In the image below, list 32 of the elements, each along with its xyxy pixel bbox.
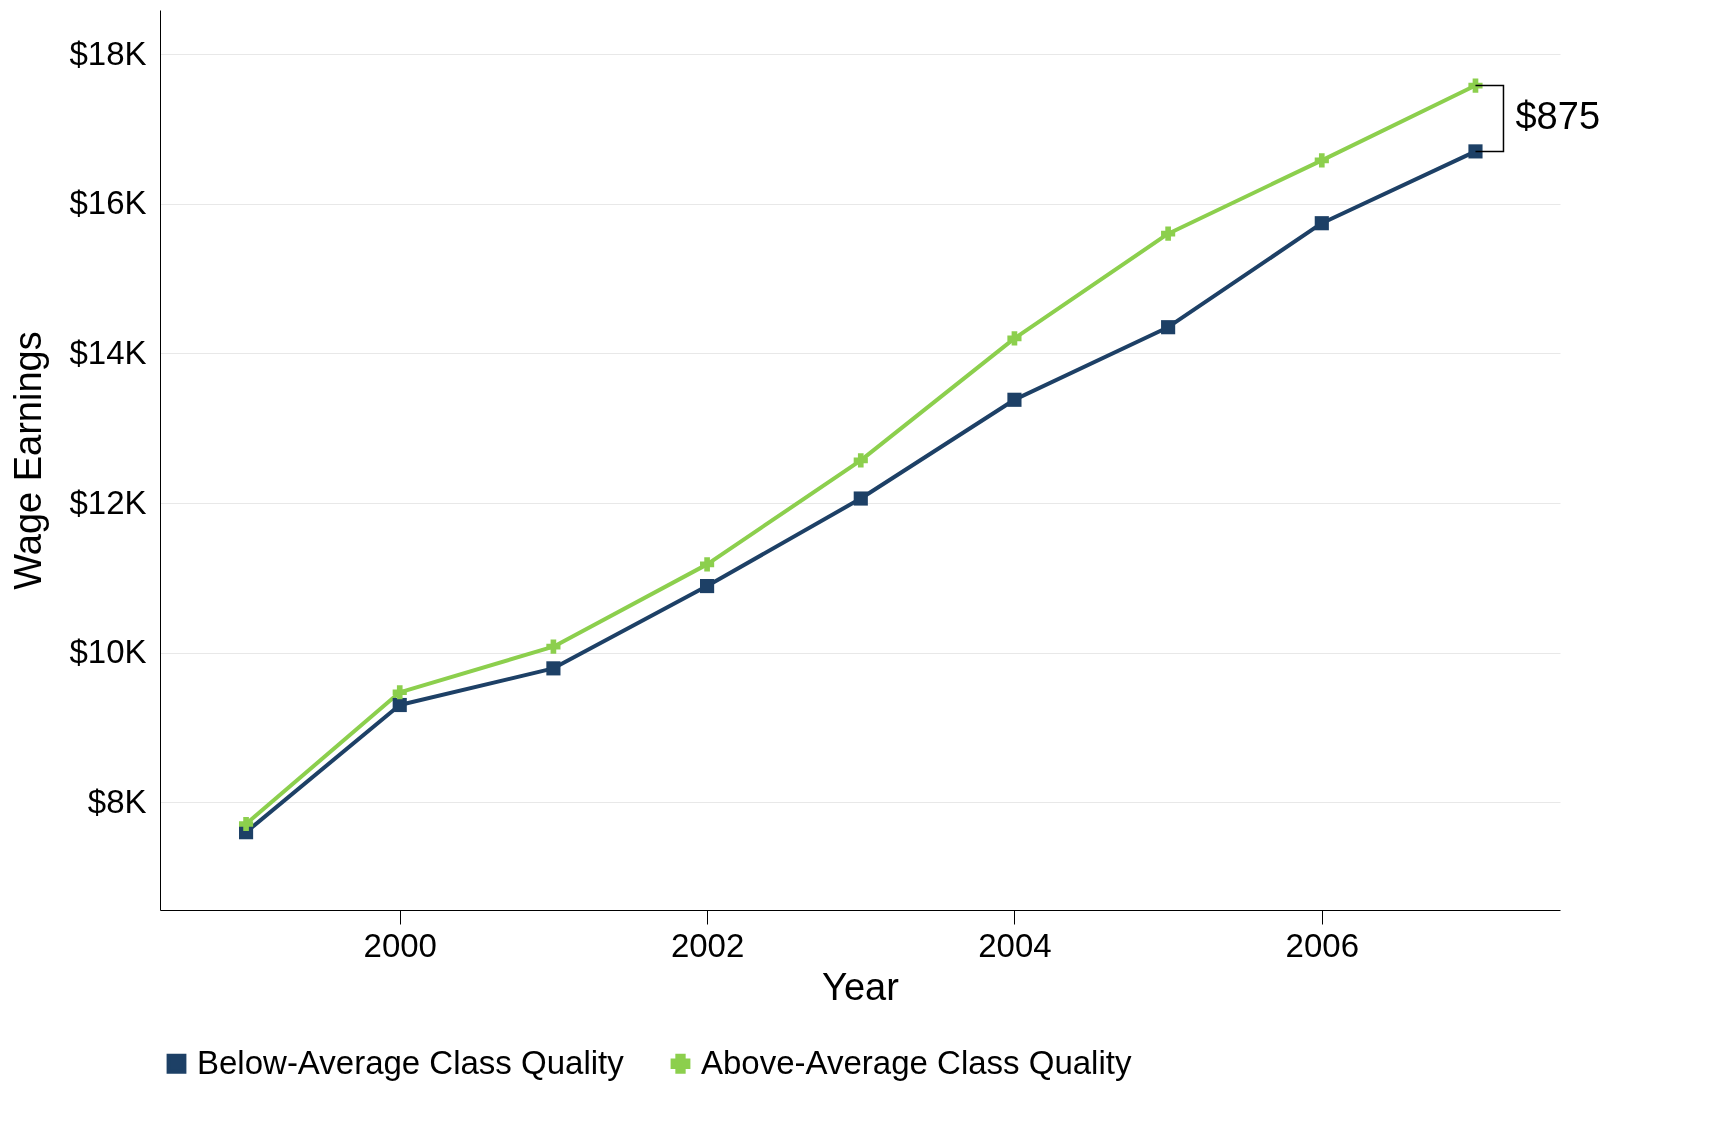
- legend-label: Below-Average Class Quality: [197, 1043, 625, 1081]
- point: [853, 453, 868, 468]
- y-tick-label: $8K: [87, 782, 147, 820]
- x-tick-label: 2002: [670, 926, 745, 964]
- point: [1314, 153, 1329, 168]
- point: [1468, 144, 1483, 159]
- point: [700, 557, 715, 572]
- x-axis-title: Year: [822, 965, 900, 1008]
- point: [1161, 226, 1176, 241]
- point: [392, 697, 407, 713]
- point: [1161, 320, 1176, 335]
- annotation: $875: [1515, 95, 1601, 138]
- y-tick-label: $12K: [69, 483, 147, 521]
- point: [1007, 331, 1022, 346]
- point: [1314, 216, 1329, 231]
- point: [546, 639, 561, 654]
- legend-label: Above-Average Class Quality: [701, 1043, 1132, 1081]
- point: [1468, 78, 1483, 93]
- point: [546, 661, 561, 676]
- x-tick-label: 2000: [363, 926, 437, 964]
- point: [238, 816, 254, 832]
- y-tick-label: $10K: [69, 633, 147, 671]
- y-axis-title: Wage Earnings: [7, 331, 50, 590]
- point: [1007, 392, 1022, 407]
- x-tick-label: 2004: [978, 926, 1052, 964]
- y-tick-label: $14K: [69, 333, 147, 371]
- y-tick-label: $16K: [69, 184, 147, 222]
- point: [700, 578, 715, 594]
- point: [853, 491, 868, 506]
- x-tick-label: 2006: [1285, 926, 1360, 964]
- y-tick-label: $18K: [69, 34, 147, 72]
- point: [392, 685, 407, 700]
